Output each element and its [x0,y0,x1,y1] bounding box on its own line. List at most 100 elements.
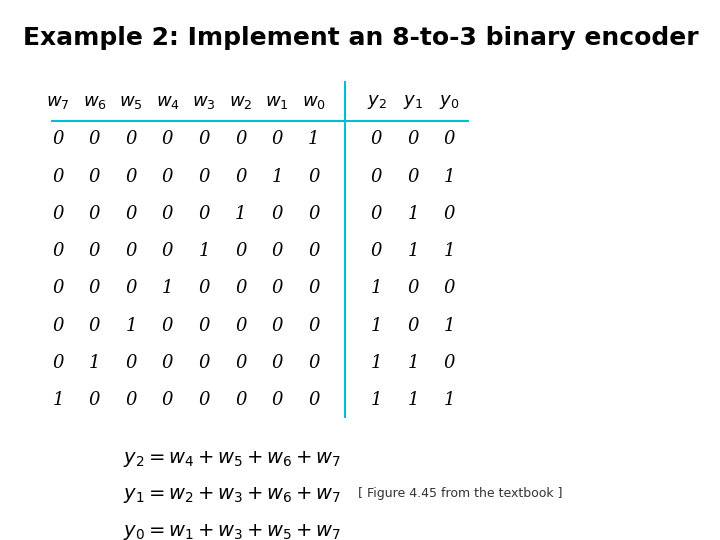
Text: 0: 0 [271,130,283,148]
Text: 0: 0 [125,354,137,372]
Text: 0: 0 [199,316,210,335]
Text: 0: 0 [271,391,283,409]
Text: 0: 0 [371,130,382,148]
Text: 0: 0 [408,316,419,335]
Text: 0: 0 [199,205,210,223]
Text: 0: 0 [162,130,174,148]
Text: 0: 0 [199,391,210,409]
Text: 0: 0 [89,279,100,298]
Text: 0: 0 [235,316,246,335]
Text: 0: 0 [125,167,137,186]
Text: 0: 0 [162,167,174,186]
Text: 1: 1 [371,316,382,335]
Text: 1: 1 [125,316,137,335]
Text: 0: 0 [308,167,320,186]
Text: $y_0$: $y_0$ [439,93,459,111]
Text: 0: 0 [53,130,64,148]
Text: 0: 0 [371,167,382,186]
Text: 1: 1 [444,242,455,260]
Text: 0: 0 [53,167,64,186]
Text: 0: 0 [444,354,455,372]
Text: $w_7$: $w_7$ [46,93,70,111]
Text: 0: 0 [199,167,210,186]
Text: $y_1 = w_2 + w_3 + w_6 + w_7$: $y_1 = w_2 + w_3 + w_6 + w_7$ [123,485,341,505]
Text: [ Figure 4.45 from the textbook ]: [ Figure 4.45 from the textbook ] [358,487,562,500]
Text: 0: 0 [162,242,174,260]
Text: 0: 0 [444,130,455,148]
Text: 0: 0 [125,130,137,148]
Text: 0: 0 [271,354,283,372]
Text: $w_2$: $w_2$ [229,93,253,111]
Text: 0: 0 [89,242,100,260]
Text: 0: 0 [235,242,246,260]
Text: 0: 0 [371,242,382,260]
Text: $w_4$: $w_4$ [156,93,179,111]
Text: 0: 0 [89,167,100,186]
Text: 0: 0 [308,316,320,335]
Text: $y_0 = w_1 + w_3 + w_5 + w_7$: $y_0 = w_1 + w_3 + w_5 + w_7$ [123,522,341,540]
Text: 0: 0 [235,391,246,409]
Text: 0: 0 [271,316,283,335]
Text: $y_1$: $y_1$ [403,93,423,111]
Text: 0: 0 [53,354,64,372]
Text: 0: 0 [162,205,174,223]
Text: 0: 0 [89,391,100,409]
Text: 1: 1 [408,205,419,223]
Text: 0: 0 [308,205,320,223]
Text: 0: 0 [235,279,246,298]
Text: 1: 1 [371,391,382,409]
Text: 0: 0 [235,167,246,186]
Text: $w_6$: $w_6$ [83,93,107,111]
Text: 1: 1 [444,167,455,186]
Text: 0: 0 [53,279,64,298]
Text: 1: 1 [408,354,419,372]
Text: 0: 0 [271,279,283,298]
Text: Example 2: Implement an 8-to-3 binary encoder: Example 2: Implement an 8-to-3 binary en… [23,25,699,50]
Text: $y_2$: $y_2$ [366,93,387,111]
Text: 1: 1 [89,354,100,372]
Text: 0: 0 [271,205,283,223]
Text: 0: 0 [408,130,419,148]
Text: 0: 0 [199,279,210,298]
Text: 0: 0 [271,242,283,260]
Text: 0: 0 [308,391,320,409]
Text: 0: 0 [408,279,419,298]
Text: 0: 0 [235,354,246,372]
Text: 0: 0 [89,205,100,223]
Text: 1: 1 [408,242,419,260]
Text: 1: 1 [53,391,64,409]
Text: 0: 0 [408,167,419,186]
Text: 0: 0 [235,130,246,148]
Text: 1: 1 [162,279,174,298]
Text: 0: 0 [53,242,64,260]
Text: $w_5$: $w_5$ [120,93,143,111]
Text: 1: 1 [371,354,382,372]
Text: 1: 1 [371,279,382,298]
Text: 0: 0 [125,391,137,409]
Text: 0: 0 [162,391,174,409]
Text: 0: 0 [444,279,455,298]
Text: 0: 0 [162,316,174,335]
Text: 0: 0 [444,205,455,223]
Text: 0: 0 [53,316,64,335]
Text: 1: 1 [308,130,320,148]
Text: 0: 0 [308,354,320,372]
Text: 0: 0 [199,130,210,148]
Text: $y_2 = w_4 + w_5 + w_6 + w_7$: $y_2 = w_4 + w_5 + w_6 + w_7$ [123,449,341,469]
Text: 0: 0 [89,130,100,148]
Text: 0: 0 [125,242,137,260]
Text: 0: 0 [162,354,174,372]
Text: 0: 0 [308,279,320,298]
Text: 0: 0 [89,316,100,335]
Text: 0: 0 [53,205,64,223]
Text: 0: 0 [125,205,137,223]
Text: 0: 0 [125,279,137,298]
Text: $w_3$: $w_3$ [192,93,216,111]
Text: $w_0$: $w_0$ [302,93,325,111]
Text: 1: 1 [235,205,246,223]
Text: 0: 0 [199,354,210,372]
Text: 0: 0 [371,205,382,223]
Text: 0: 0 [308,242,320,260]
Text: $w_1$: $w_1$ [266,93,289,111]
Text: 1: 1 [444,391,455,409]
